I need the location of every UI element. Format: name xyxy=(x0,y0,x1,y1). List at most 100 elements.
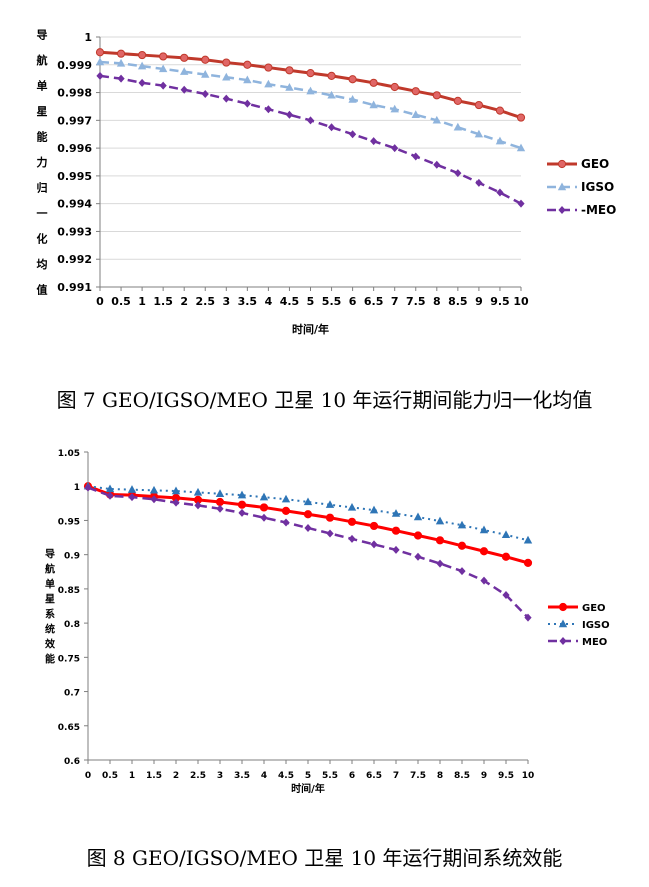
c1-point-meo xyxy=(180,85,188,94)
c1-point-geo xyxy=(348,75,357,84)
c1-x-tick-label: 2.5 xyxy=(196,295,216,308)
c2-x-tick-label: 5 xyxy=(305,771,311,781)
c2-series-line-meo xyxy=(87,486,529,619)
c2-point-geo xyxy=(369,521,379,531)
c2-x-tick-label: 3 xyxy=(217,771,223,781)
c2-point-meo xyxy=(370,540,378,549)
c2-point-geo xyxy=(479,547,489,556)
c2-y-tick-label: 0.7 xyxy=(64,689,80,699)
c2-point-igso xyxy=(479,525,489,534)
c2-point-meo xyxy=(216,504,224,513)
c1-point-igso xyxy=(158,64,168,73)
c2-point-igso xyxy=(237,490,247,499)
c2-x-tick-label: 8.5 xyxy=(454,771,470,781)
c2-y-tick-label: 0.9 xyxy=(64,552,80,562)
c2-y-tick-label: 0.8 xyxy=(64,620,80,630)
c2-point-meo xyxy=(480,576,488,585)
c2-point-igso xyxy=(171,486,181,495)
c2-x-tick-label: 4 xyxy=(261,771,267,781)
c1-x-tick-label: 7 xyxy=(391,295,399,308)
c2-point-igso xyxy=(281,494,291,503)
c2-x-tick-label: 8 xyxy=(437,771,443,781)
c2-point-geo xyxy=(501,552,511,561)
c1-x-tick-label: 2 xyxy=(180,295,188,308)
c2-x-tick-label: 1 xyxy=(129,771,135,781)
c1-point-igso xyxy=(327,90,336,99)
c2-point-meo xyxy=(194,501,202,510)
c2-y-tick-label: 0.65 xyxy=(58,723,80,733)
c1-point-igso xyxy=(95,57,105,66)
c1-point-igso xyxy=(116,58,126,67)
c1-point-igso xyxy=(285,83,294,91)
c1-y-tick-label: 0.995 xyxy=(57,170,92,183)
c2-point-igso xyxy=(215,489,225,497)
c2-point-igso xyxy=(435,516,445,525)
c1-point-igso xyxy=(201,70,210,78)
c1-legend-label: GEO xyxy=(581,157,609,171)
c1-y-tick-label: 0.997 xyxy=(57,114,92,127)
c1-y-tick-label: 1 xyxy=(84,31,92,44)
c2-x-tick-label: 1.5 xyxy=(146,771,162,781)
c2-point-igso xyxy=(369,505,379,514)
c1-point-igso xyxy=(243,75,252,84)
c1-point-meo xyxy=(475,178,483,187)
c1-x-tick-label: 3 xyxy=(222,295,230,308)
c1-y-tick-label: 0.991 xyxy=(57,281,92,294)
c1-point-igso xyxy=(453,122,463,131)
c2-point-geo xyxy=(259,503,269,512)
c1-y-tick-label: 0.993 xyxy=(57,225,92,238)
c2-x-tick-label: 2 xyxy=(173,771,179,781)
c1-point-igso xyxy=(474,129,484,138)
c1-x-tick-label: 1.5 xyxy=(153,295,173,308)
c2-y-tick-label: 0.95 xyxy=(58,517,80,527)
c2-x-tick-label: 5.5 xyxy=(322,771,338,781)
c2-y-tick-label: 1 xyxy=(74,483,80,493)
c2-legend-marker-2 xyxy=(559,637,567,645)
c1-point-geo xyxy=(306,69,315,78)
c2-point-igso xyxy=(127,485,137,493)
c2-x-tick-label: 0 xyxy=(85,771,91,781)
c2-legend-marker-0 xyxy=(558,602,568,612)
c2-point-igso xyxy=(523,535,533,544)
c1-point-igso xyxy=(369,100,378,109)
c2-point-geo xyxy=(303,510,313,519)
c1-x-tick-label: 8 xyxy=(433,295,441,308)
c2-point-meo xyxy=(304,523,312,532)
c1-point-meo xyxy=(412,152,420,161)
c2-point-geo xyxy=(391,526,401,535)
c1-x-tick-label: 3.5 xyxy=(238,295,258,308)
c2-point-meo xyxy=(326,529,334,538)
c1-point-igso xyxy=(264,79,273,88)
c2-y-tick-label: 1.05 xyxy=(58,449,80,459)
c1-point-geo xyxy=(369,78,378,87)
c1-point-geo xyxy=(432,91,441,100)
c2-point-meo xyxy=(260,513,268,522)
c1-point-meo xyxy=(285,110,294,119)
c1-point-meo xyxy=(327,123,336,132)
c2-y-axis-label: 导航单星系统效能 xyxy=(45,549,56,666)
c2-point-geo xyxy=(281,506,291,515)
c2-point-meo xyxy=(436,559,444,568)
c1-point-meo xyxy=(433,160,441,169)
c1-point-geo xyxy=(495,106,505,115)
c2-x-tick-label: 6.5 xyxy=(366,771,382,781)
c2-legend-label: MEO xyxy=(582,637,607,648)
c2-point-meo xyxy=(502,591,510,600)
c2-point-igso xyxy=(501,530,511,539)
c1-point-geo xyxy=(390,82,399,92)
c2-point-geo xyxy=(325,513,335,522)
c1-point-igso xyxy=(495,136,505,145)
c2-point-meo xyxy=(524,613,532,622)
c1-point-igso xyxy=(180,67,189,75)
c1-legend-label: -MEO xyxy=(581,203,616,217)
c1-x-tick-label: 0.5 xyxy=(111,295,131,308)
c1-point-meo xyxy=(243,99,251,108)
c2-x-tick-label: 3.5 xyxy=(234,771,250,781)
c2-series-line-igso xyxy=(87,485,529,542)
c1-y-tick-label: 0.992 xyxy=(57,253,92,266)
c2-point-meo xyxy=(414,552,422,561)
c1-point-geo xyxy=(411,87,420,96)
c1-point-meo xyxy=(222,94,230,103)
c1-y-axis-label: 导航单星能力归一化均值 xyxy=(37,29,48,297)
c1-x-tick-label: 10 xyxy=(513,295,529,308)
